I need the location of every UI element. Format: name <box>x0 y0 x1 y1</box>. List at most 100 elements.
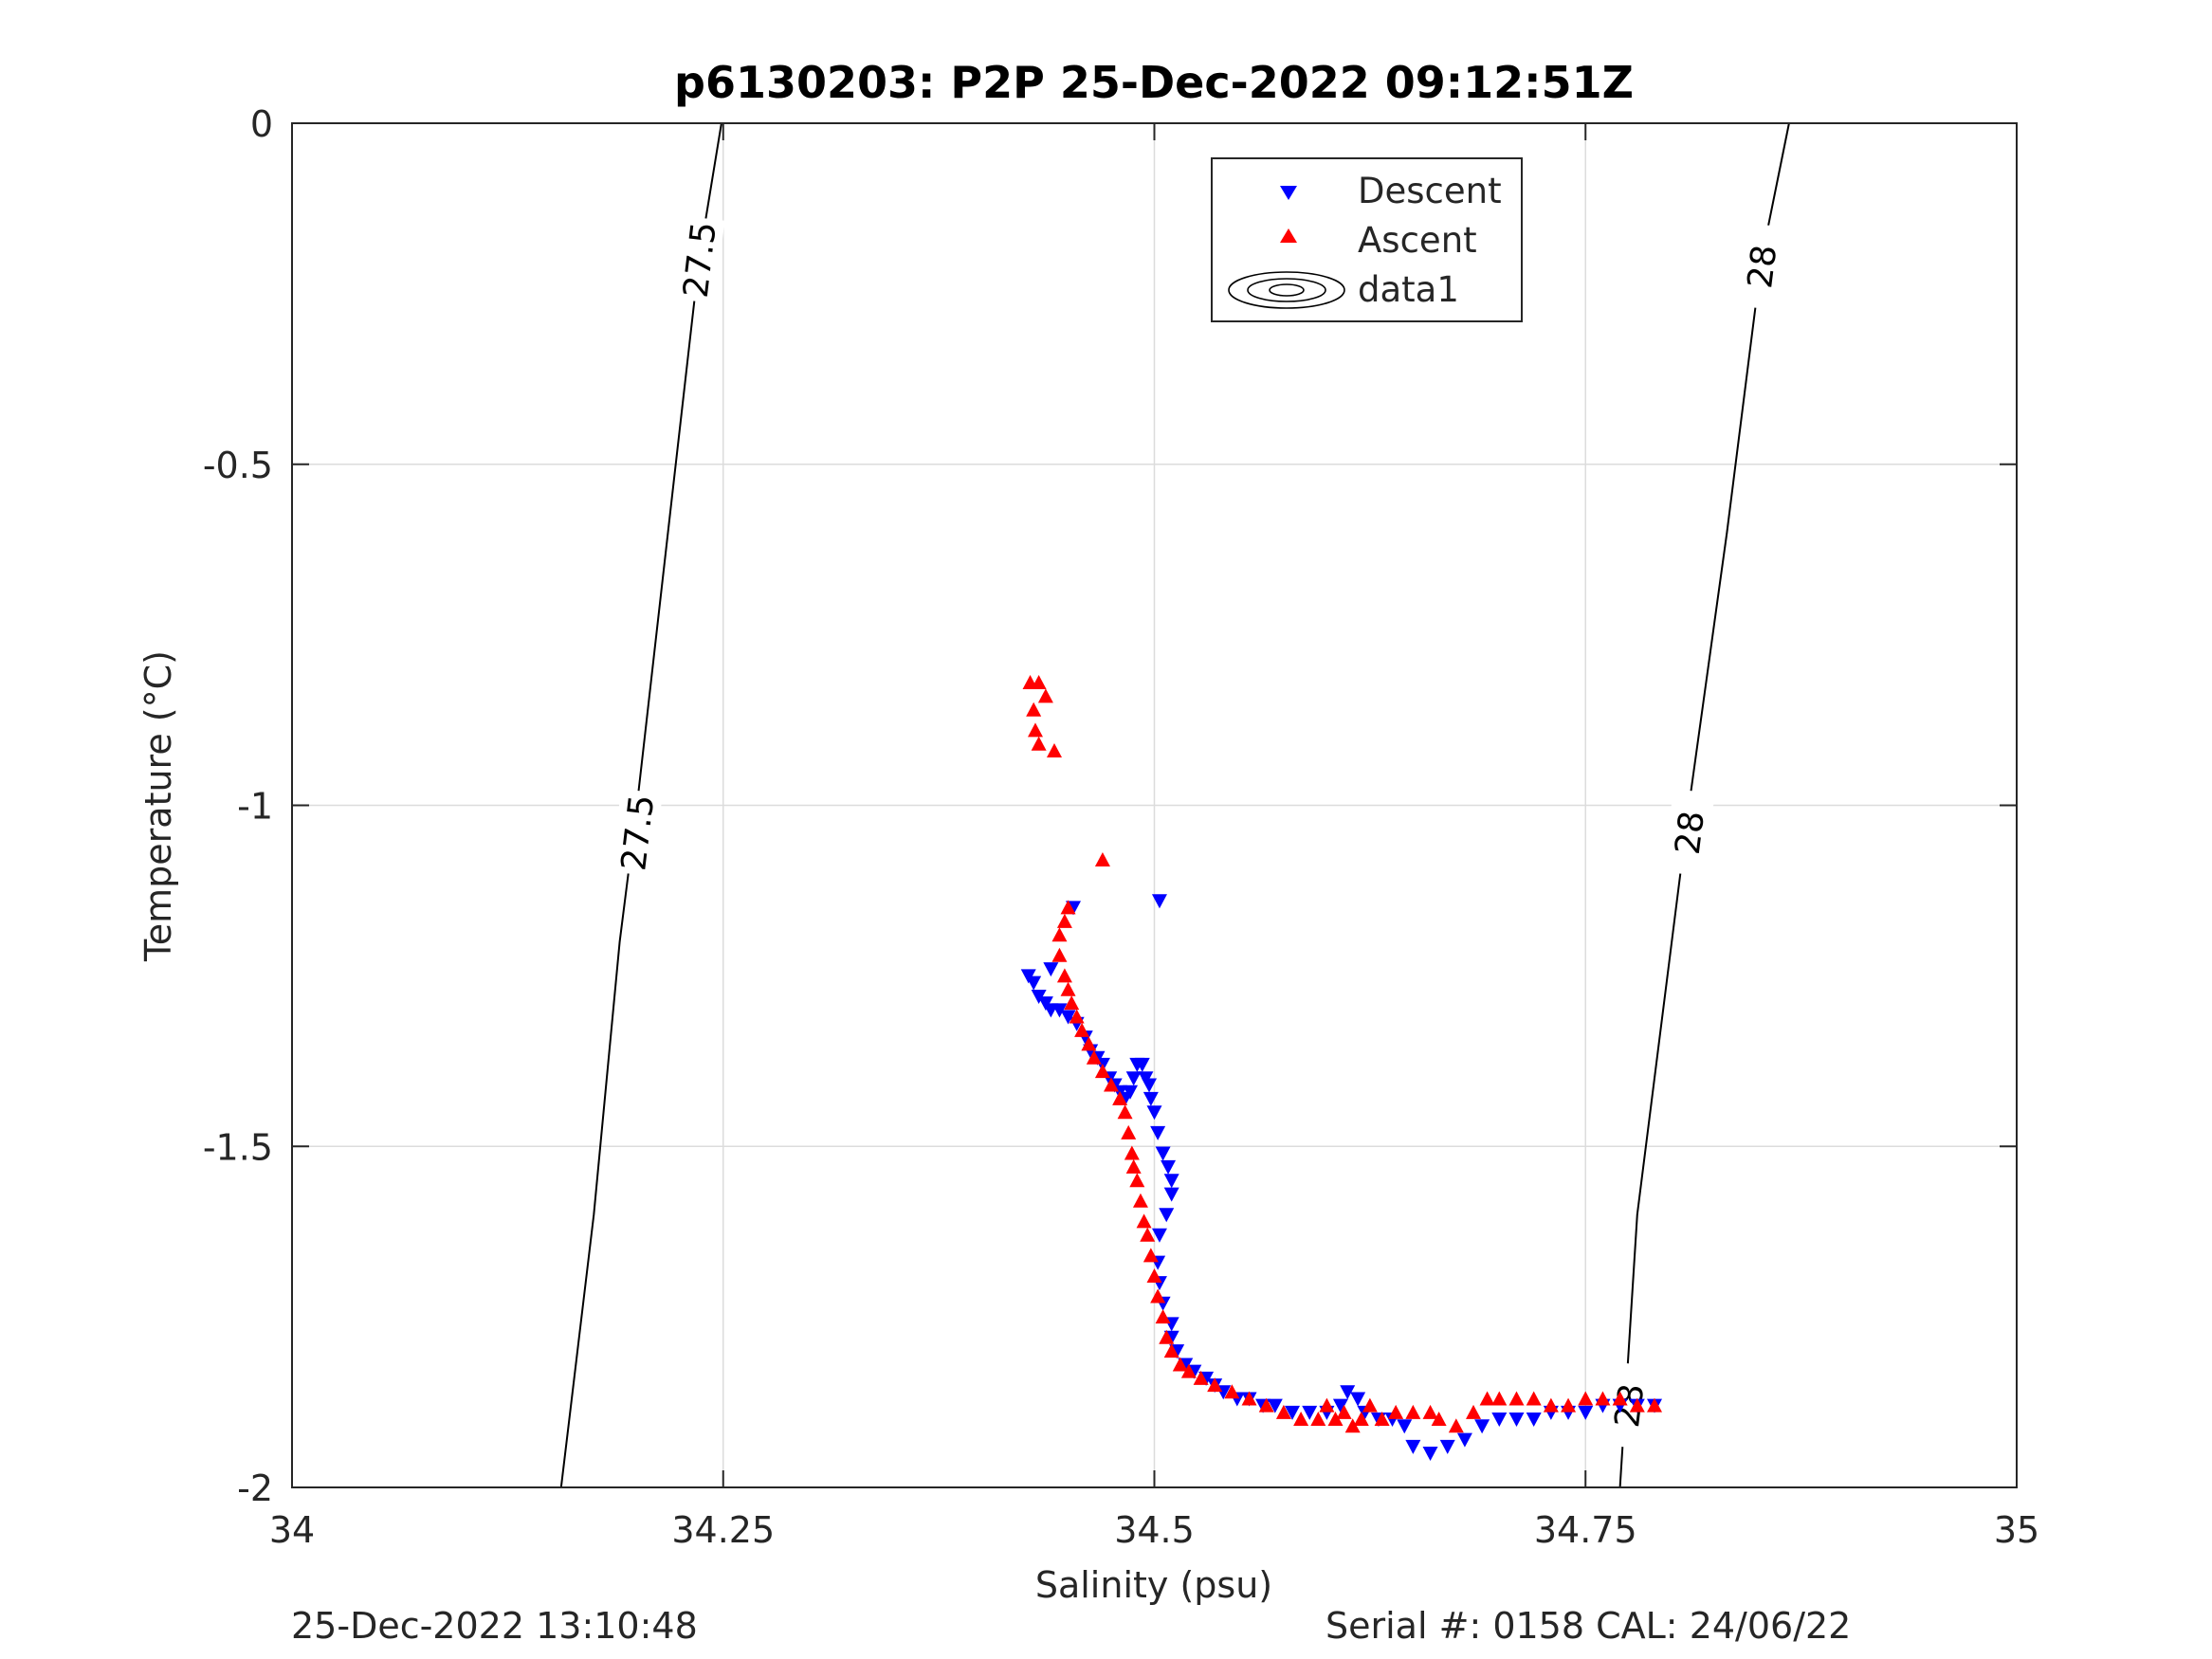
ascent-point <box>1051 947 1068 962</box>
descent-point <box>1142 1078 1158 1093</box>
ascent-point <box>1595 1391 1611 1406</box>
y-tick-label: -1 <box>237 786 273 828</box>
ascent-point <box>1180 1363 1197 1378</box>
descent-point <box>1302 1405 1318 1420</box>
ascent-point <box>1431 1412 1447 1427</box>
ascent-point <box>1578 1391 1594 1406</box>
descent-point <box>1405 1439 1421 1454</box>
ascent-point <box>1163 1343 1179 1358</box>
ascent-point <box>1508 1391 1525 1406</box>
descent-point <box>1163 1187 1179 1202</box>
ascent-point <box>1647 1397 1663 1413</box>
descent-point <box>1578 1405 1594 1420</box>
descent-point <box>1508 1413 1525 1428</box>
ascent-point <box>1491 1391 1508 1406</box>
descent-point <box>1526 1413 1542 1428</box>
descent-point <box>1134 1057 1150 1072</box>
ascent-point <box>1143 1248 1159 1263</box>
y-tick-label: -1.5 <box>203 1126 273 1168</box>
ascent-point <box>1060 981 1076 996</box>
descent-point <box>1285 1405 1301 1420</box>
ascent-point <box>1155 1309 1171 1324</box>
descent-point <box>1332 1398 1348 1413</box>
plot-area: 27.5 27.5 28 28 28 34 34.25 34.5 34.75 35 -2 -1.5… <box>203 103 2039 1551</box>
ascent-point <box>1150 1288 1166 1304</box>
y-axis-ticks: -2 -1.5 -1 -0.5 0 <box>203 103 2017 1509</box>
ascent-point <box>1046 742 1062 757</box>
ascent-point <box>1336 1404 1352 1419</box>
descent-point <box>1474 1419 1490 1434</box>
ascent-series <box>1022 674 1663 1433</box>
legend-descent-marker <box>1280 186 1297 200</box>
y-tick-label: 0 <box>250 103 273 145</box>
descent-point <box>1159 1208 1175 1223</box>
ascent-point <box>1060 900 1076 915</box>
legend-descent-label: Descent <box>1358 171 1502 211</box>
descent-point <box>1123 1085 1139 1100</box>
ascent-point <box>1448 1418 1464 1433</box>
ascent-point <box>1207 1377 1223 1393</box>
descent-point <box>1151 894 1167 909</box>
x-tick-label: 34.5 <box>1114 1509 1195 1551</box>
y-axis-label: Temperature (°C) <box>137 650 179 962</box>
ascent-point <box>1086 1049 1102 1065</box>
ascent-point <box>1327 1412 1344 1427</box>
ascent-point <box>1526 1391 1542 1406</box>
ascent-point <box>1112 1090 1128 1105</box>
contour-label-bg <box>673 215 725 304</box>
ascent-point <box>1121 1124 1137 1139</box>
ascent-point <box>1094 1064 1110 1079</box>
descent-series <box>1020 894 1663 1462</box>
ascent-point <box>1031 736 1047 751</box>
x-tick-label: 35 <box>1994 1509 2039 1551</box>
descent-point <box>1456 1432 1472 1448</box>
descent-point <box>1125 1071 1142 1086</box>
ascent-point <box>1241 1391 1257 1406</box>
ascent-point <box>1037 688 1053 703</box>
ascent-point <box>1310 1412 1326 1427</box>
descent-point <box>1439 1439 1455 1454</box>
contour-label-bg <box>1735 222 1788 311</box>
ascent-point <box>1104 1077 1120 1092</box>
ascent-point <box>1275 1404 1291 1419</box>
descent-point <box>1340 1385 1356 1400</box>
contour-label: 27.5 <box>677 220 724 300</box>
ascent-point <box>1124 1145 1140 1160</box>
descent-point <box>1043 962 1059 977</box>
descent-point <box>1026 975 1042 991</box>
contour-label: 28 <box>1669 809 1712 857</box>
ascent-point <box>1479 1391 1495 1406</box>
ascent-point <box>1027 722 1043 738</box>
descent-point <box>1155 1146 1171 1161</box>
legend-ascent-marker <box>1280 228 1297 243</box>
ascent-point <box>1056 913 1072 928</box>
ascent-point <box>1629 1397 1645 1413</box>
density-contours: 27.5 27.5 28 28 28 <box>559 122 1790 1488</box>
ascent-point <box>1129 1173 1145 1188</box>
y-tick-label: -2 <box>237 1468 273 1509</box>
ascent-point <box>1293 1412 1309 1427</box>
ascent-point <box>1064 995 1080 1011</box>
contour-label-bg <box>1663 788 1715 877</box>
x-tick-label: 34.75 <box>1534 1509 1637 1551</box>
chart-title: p6130203: P2P 25-Dec-2022 09:12:51Z <box>674 57 1634 108</box>
descent-point <box>1397 1419 1413 1434</box>
ascent-point <box>1136 1213 1152 1229</box>
ascent-point <box>1543 1397 1559 1413</box>
ascent-point <box>1374 1412 1390 1427</box>
x-axis-ticks: 34 34.25 34.5 34.75 35 <box>269 123 2039 1551</box>
ascent-point <box>1056 968 1072 983</box>
legend-contour-icon <box>1228 271 1345 309</box>
ascent-point <box>1466 1404 1482 1419</box>
descent-point <box>1163 1174 1179 1189</box>
descent-point <box>1422 1447 1438 1462</box>
descent-point <box>1151 1228 1167 1243</box>
descent-point <box>1146 1105 1162 1121</box>
ascent-point <box>1074 1022 1090 1037</box>
ascent-point <box>1258 1397 1274 1413</box>
ascent-point <box>1081 1036 1097 1051</box>
ascent-point <box>1051 927 1068 942</box>
ascent-point <box>1405 1404 1421 1419</box>
contour-label-bg <box>611 789 663 877</box>
